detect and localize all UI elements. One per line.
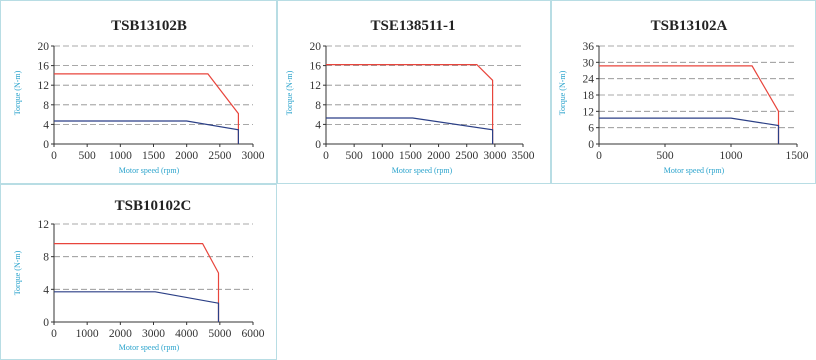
chart-panel-tse138511-1: TSE138511-1 0 4 8 12 16 20 0 500 1000 1500 2000 2500… xyxy=(277,0,551,184)
continuous-torque-line xyxy=(326,117,494,144)
chart-title: TSE138511-1 xyxy=(370,18,455,34)
y-tick-label: 30 xyxy=(583,57,595,69)
continuous-torque-line xyxy=(54,291,220,322)
y-tick-label: 12 xyxy=(38,219,50,231)
y-tick-label: 20 xyxy=(310,41,322,53)
x-tick-label: 3000 xyxy=(242,150,265,162)
y-tick-label: 12 xyxy=(583,106,595,118)
y-axis-label: Torque (N-m) xyxy=(13,70,22,115)
y-tick-label: 16 xyxy=(38,61,50,73)
chart-title: TSB13102B xyxy=(111,18,187,34)
x-tick-label: 500 xyxy=(656,150,674,162)
y-tick-label: 12 xyxy=(310,80,322,92)
x-tick-label: 6000 xyxy=(242,328,265,340)
chart-svg: TSB10102C 0 4 8 12 0 1000 2000 3000 4000 5000 6000 M… xyxy=(13,198,265,352)
x-axis-label: Motor speed (rpm) xyxy=(664,166,725,175)
chart-title: TSB10102C xyxy=(115,198,192,214)
x-tick-label: 500 xyxy=(346,150,364,162)
x-tick-label: 1000 xyxy=(720,150,743,162)
x-axis-label: Motor speed (rpm) xyxy=(119,343,180,352)
x-tick-label: 1000 xyxy=(371,150,394,162)
y-tick-label: 4 xyxy=(43,284,49,296)
x-axis-label: Motor speed (rpm) xyxy=(392,166,453,175)
x-tick-label: 500 xyxy=(79,150,97,162)
chart-title: TSB13102A xyxy=(651,18,728,34)
y-tick-label: 8 xyxy=(315,100,321,112)
chart-panel-tsb10102c: TSB10102C 0 4 8 12 0 1000 2000 3000 4000 5000 6000 M… xyxy=(0,184,277,360)
chart-svg: TSE138511-1 0 4 8 12 16 20 0 500 1000 1500 2000 2500… xyxy=(285,18,535,175)
x-tick-label: 2500 xyxy=(208,150,231,162)
y-tick-label: 0 xyxy=(43,317,49,329)
y-tick-label: 4 xyxy=(315,119,321,131)
x-tick-label: 0 xyxy=(51,328,57,340)
x-tick-label: 0 xyxy=(51,150,57,162)
y-axis-label: Torque (N-m) xyxy=(285,70,294,115)
x-tick-label: 2000 xyxy=(175,150,198,162)
y-tick-label: 8 xyxy=(43,100,49,112)
x-tick-label: 1500 xyxy=(786,150,809,162)
continuous-torque-line xyxy=(54,120,239,144)
x-tick-label: 3500 xyxy=(512,150,535,162)
x-tick-label: 3000 xyxy=(142,328,165,340)
peak-torque-line xyxy=(326,63,494,144)
x-tick-label: 2000 xyxy=(427,150,450,162)
peak-torque-line xyxy=(54,242,220,322)
y-tick-label: 20 xyxy=(38,41,50,53)
x-tick-label: 1000 xyxy=(76,328,99,340)
x-tick-label: 1500 xyxy=(399,150,422,162)
x-tick-label: 5000 xyxy=(208,328,231,340)
y-tick-label: 12 xyxy=(38,80,50,92)
continuous-torque-line xyxy=(599,117,780,144)
x-tick-label: 2000 xyxy=(109,328,132,340)
chart-panel-tsb13102a: TSB13102A 0 6 12 18 24 30 36 0 500 1000 1500 Motor s… xyxy=(551,0,816,184)
x-tick-label: 4000 xyxy=(175,328,198,340)
y-tick-label: 8 xyxy=(43,252,49,264)
chart-svg: TSB13102A 0 6 12 18 24 30 36 0 500 1000 1500 Motor s… xyxy=(558,18,809,175)
chart-panel-tsb13102b: TSB13102B 0 4 8 12 16 20 0 500 1000 1500 2000 2500 30… xyxy=(0,0,277,184)
y-axis-label: Torque (N-m) xyxy=(558,70,567,115)
y-tick-label: 18 xyxy=(583,90,595,102)
x-tick-label: 3000 xyxy=(483,150,506,162)
y-tick-label: 16 xyxy=(310,61,322,73)
y-tick-label: 36 xyxy=(583,41,595,53)
x-tick-label: 1000 xyxy=(109,150,132,162)
x-tick-label: 0 xyxy=(323,150,329,162)
x-tick-label: 2500 xyxy=(455,150,478,162)
peak-torque-line xyxy=(599,65,780,144)
y-tick-label: 6 xyxy=(588,123,594,135)
chart-svg: TSB13102B 0 4 8 12 16 20 0 500 1000 1500 2000 2500 30… xyxy=(13,18,265,175)
y-tick-label: 24 xyxy=(583,74,595,86)
y-tick-label: 4 xyxy=(43,119,49,131)
y-tick-label: 0 xyxy=(43,139,49,151)
y-tick-label: 0 xyxy=(315,139,321,151)
x-tick-label: 1500 xyxy=(142,150,165,162)
y-axis-label: Torque (N-m) xyxy=(13,250,22,295)
x-axis-label: Motor speed (rpm) xyxy=(119,166,180,175)
x-tick-label: 0 xyxy=(596,150,602,162)
y-tick-label: 0 xyxy=(588,139,594,151)
peak-torque-line xyxy=(54,73,239,144)
